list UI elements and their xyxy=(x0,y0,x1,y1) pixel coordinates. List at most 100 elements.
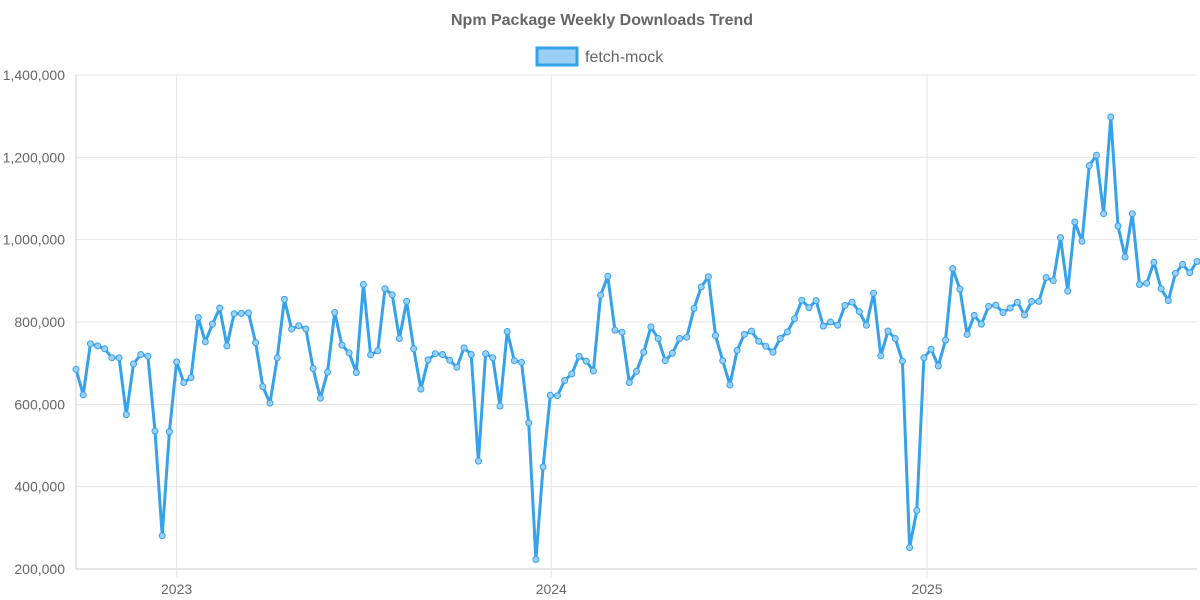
data-point[interactable] xyxy=(1186,269,1194,277)
data-point[interactable] xyxy=(640,348,648,356)
data-point[interactable] xyxy=(474,457,482,465)
data-point[interactable] xyxy=(496,402,504,410)
data-point[interactable] xyxy=(913,507,921,514)
data-point[interactable] xyxy=(1071,218,1079,226)
data-point[interactable] xyxy=(453,363,461,371)
data-point[interactable] xyxy=(1179,260,1187,268)
data-point[interactable] xyxy=(237,309,245,317)
data-point[interactable] xyxy=(762,342,770,350)
data-point[interactable] xyxy=(618,328,626,336)
data-point[interactable] xyxy=(503,328,511,335)
data-point[interactable] xyxy=(755,337,763,345)
data-point[interactable] xyxy=(510,357,518,365)
data-point[interactable] xyxy=(877,352,885,360)
data-point[interactable] xyxy=(942,336,949,344)
data-point[interactable] xyxy=(625,379,633,386)
data-point[interactable] xyxy=(654,335,662,342)
data-point[interactable] xyxy=(338,341,346,349)
data-point[interactable] xyxy=(1100,210,1108,218)
data-point[interactable] xyxy=(791,315,799,323)
data-point[interactable] xyxy=(704,273,712,281)
data-point[interactable] xyxy=(906,544,914,552)
data-point[interactable] xyxy=(1006,304,1014,312)
data-point[interactable] xyxy=(252,339,260,347)
data-point[interactable] xyxy=(295,322,303,330)
data-point[interactable] xyxy=(992,301,1000,309)
data-point[interactable] xyxy=(1042,274,1050,281)
data-point[interactable] xyxy=(539,463,547,471)
data-point[interactable] xyxy=(395,335,403,342)
data-point[interactable] xyxy=(431,350,439,358)
data-point[interactable] xyxy=(439,351,446,358)
data-point[interactable] xyxy=(1092,151,1100,159)
data-point[interactable] xyxy=(819,322,827,330)
data-point[interactable] xyxy=(144,352,152,360)
data-point[interactable] xyxy=(1136,281,1143,288)
data-point[interactable] xyxy=(223,342,231,350)
data-point[interactable] xyxy=(783,328,791,336)
data-point[interactable] xyxy=(525,419,533,427)
data-point[interactable] xyxy=(1128,210,1136,218)
data-point[interactable] xyxy=(963,330,971,338)
data-point[interactable] xyxy=(388,291,396,299)
data-point[interactable] xyxy=(554,392,561,400)
data-point[interactable] xyxy=(460,344,468,352)
data-point[interactable] xyxy=(611,326,619,334)
data-point[interactable] xyxy=(280,295,288,303)
data-point[interactable] xyxy=(697,283,705,291)
data-point[interactable] xyxy=(582,357,590,365)
data-point[interactable] xyxy=(1107,113,1115,121)
data-point[interactable] xyxy=(302,325,310,333)
data-point[interactable] xyxy=(137,351,145,358)
data-point[interactable] xyxy=(187,374,195,382)
data-point[interactable] xyxy=(1114,222,1122,230)
data-point[interactable] xyxy=(999,309,1007,316)
data-point[interactable] xyxy=(359,281,367,288)
data-point[interactable] xyxy=(518,358,525,366)
data-point[interactable] xyxy=(827,318,834,326)
data-point[interactable] xyxy=(1143,279,1151,287)
data-point[interactable] xyxy=(424,356,432,364)
data-point[interactable] xyxy=(151,427,159,435)
data-point[interactable] xyxy=(956,285,964,293)
data-point[interactable] xyxy=(316,394,324,402)
data-point[interactable] xyxy=(676,335,684,342)
data-point[interactable] xyxy=(1028,297,1036,305)
data-point[interactable] xyxy=(604,272,612,280)
data-point[interactable] xyxy=(1193,258,1200,265)
data-point[interactable] xyxy=(546,391,554,399)
data-point[interactable] xyxy=(72,365,80,373)
data-point[interactable] xyxy=(489,354,497,362)
data-point[interactable] xyxy=(194,314,202,321)
data-point[interactable] xyxy=(690,304,698,312)
data-point[interactable] xyxy=(1078,237,1086,245)
data-point[interactable] xyxy=(345,349,353,357)
data-point[interactable] xyxy=(115,354,123,362)
data-point[interactable] xyxy=(848,298,856,306)
data-point[interactable] xyxy=(309,365,317,372)
data-point[interactable] xyxy=(173,358,181,366)
data-point[interactable] xyxy=(130,360,137,368)
data-point[interactable] xyxy=(597,291,605,299)
data-point[interactable] xyxy=(482,350,490,358)
data-point[interactable] xyxy=(920,354,928,362)
data-point[interactable] xyxy=(561,377,569,384)
data-point[interactable] xyxy=(870,289,878,297)
data-point[interactable] xyxy=(352,369,360,377)
data-point[interactable] xyxy=(668,349,676,357)
data-point[interactable] xyxy=(740,330,748,338)
data-point[interactable] xyxy=(1157,285,1165,293)
data-point[interactable] xyxy=(855,308,863,316)
data-point[interactable] xyxy=(862,321,870,329)
data-point[interactable] xyxy=(1057,234,1064,242)
data-point[interactable] xyxy=(1049,277,1057,285)
data-point[interactable] xyxy=(633,367,640,375)
data-point[interactable] xyxy=(1121,253,1129,261)
data-point[interactable] xyxy=(209,320,216,328)
data-point[interactable] xyxy=(589,367,597,375)
data-point[interactable] xyxy=(446,356,454,364)
data-point[interactable] xyxy=(1021,311,1028,319)
data-point[interactable] xyxy=(661,357,669,365)
data-point[interactable] xyxy=(575,352,583,360)
data-point[interactable] xyxy=(216,304,224,312)
